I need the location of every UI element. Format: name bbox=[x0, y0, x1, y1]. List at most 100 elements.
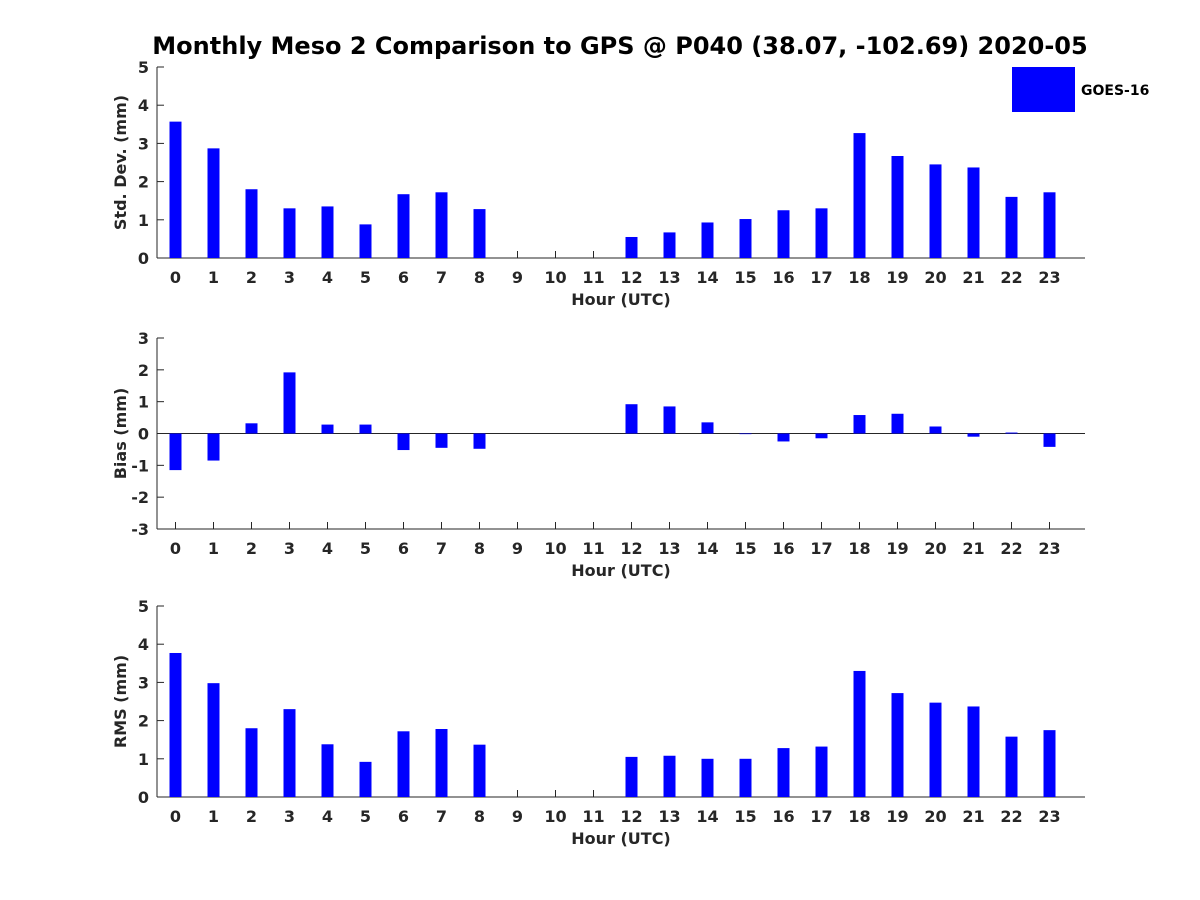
std-dev-bar-hour-12 bbox=[625, 236, 638, 258]
rms-bar-hour-0 bbox=[169, 652, 182, 797]
std-dev-x-tick-label: 15 bbox=[734, 268, 756, 287]
rms-bar-hour-1 bbox=[207, 683, 220, 797]
rms-x-tick-label: 12 bbox=[620, 807, 642, 826]
bias-bar-hour-23 bbox=[1043, 433, 1056, 447]
rms-bar-hour-7 bbox=[435, 729, 448, 797]
rms-x-tick-label: 16 bbox=[772, 807, 794, 826]
rms-x-tick-label: 21 bbox=[962, 807, 984, 826]
rms-x-tick-label: 17 bbox=[810, 807, 832, 826]
std-dev-bar-hour-13 bbox=[663, 232, 676, 258]
std-dev-x-tick-label: 3 bbox=[284, 268, 295, 287]
bias-bar-hour-7 bbox=[435, 433, 448, 448]
legend-swatch bbox=[1012, 67, 1075, 112]
rms-x-tick-label: 22 bbox=[1000, 807, 1022, 826]
rms-y-tick-label: 3 bbox=[138, 673, 149, 692]
rms-bar-hour-14 bbox=[701, 758, 714, 797]
bias-bar-hour-8 bbox=[473, 433, 486, 449]
bias-bar-hour-20 bbox=[929, 426, 942, 434]
rms-x-tick-label: 23 bbox=[1038, 807, 1060, 826]
bias-x-tick-label: 8 bbox=[474, 539, 485, 558]
bias-x-tick-label: 0 bbox=[170, 539, 181, 558]
rms-x-tick-label: 8 bbox=[474, 807, 485, 826]
rms-bar-hour-5 bbox=[359, 761, 372, 797]
std-dev-bar-hour-19 bbox=[891, 156, 904, 258]
std-dev-x-tick-label: 2 bbox=[246, 268, 257, 287]
std-dev-x-tick-label: 8 bbox=[474, 268, 485, 287]
std-dev-bar-hour-18 bbox=[853, 133, 866, 258]
std-dev-y-tick-label: 2 bbox=[138, 173, 149, 192]
rms-x-tick-label: 1 bbox=[208, 807, 219, 826]
std-dev-x-tick-label: 14 bbox=[696, 268, 718, 287]
std-dev-bar-hour-16 bbox=[777, 210, 790, 258]
std-dev-x-tick-label: 20 bbox=[924, 268, 946, 287]
bias-x-tick-label: 7 bbox=[436, 539, 447, 558]
std-dev-x-tick-label: 13 bbox=[658, 268, 680, 287]
bias-bar-hour-15 bbox=[739, 433, 752, 435]
std-dev-x-tick-label: 6 bbox=[398, 268, 409, 287]
rms-bar-hour-16 bbox=[777, 748, 790, 797]
bias-y-tick-label: -2 bbox=[131, 488, 149, 507]
rms-x-tick-label: 18 bbox=[848, 807, 870, 826]
bias-x-tick-label: 6 bbox=[398, 539, 409, 558]
bias-x-tick-label: 1 bbox=[208, 539, 219, 558]
bias-y-tick-label: -3 bbox=[131, 520, 149, 539]
bias-x-tick-label: 19 bbox=[886, 539, 908, 558]
std-dev-x-tick-label: 5 bbox=[360, 268, 371, 287]
legend-label: GOES-16 bbox=[1081, 83, 1149, 99]
bias-bar-hour-4 bbox=[321, 424, 334, 434]
bias-x-tick-label: 20 bbox=[924, 539, 946, 558]
rms-x-tick-label: 5 bbox=[360, 807, 371, 826]
std-dev-x-tick-label: 17 bbox=[810, 268, 832, 287]
std-dev-bar-hour-22 bbox=[1005, 196, 1018, 258]
bias-x-tick-label: 5 bbox=[360, 539, 371, 558]
bias-y-tick-label: 0 bbox=[138, 425, 149, 444]
rms-bar-hour-20 bbox=[929, 702, 942, 797]
std-dev-bar-hour-23 bbox=[1043, 192, 1056, 258]
bias-x-tick-label: 15 bbox=[734, 539, 756, 558]
bias-x-tick-label: 3 bbox=[284, 539, 295, 558]
rms-x-tick-label: 14 bbox=[696, 807, 718, 826]
std-dev-x-tick-label: 9 bbox=[512, 268, 523, 287]
rms-x-tick-label: 19 bbox=[886, 807, 908, 826]
std-dev-bar-hour-15 bbox=[739, 219, 752, 258]
bias-x-tick-label: 12 bbox=[620, 539, 642, 558]
rms-bar-hour-15 bbox=[739, 758, 752, 797]
rms-bar-hour-3 bbox=[283, 709, 296, 797]
std-dev-x-tick-label: 23 bbox=[1038, 268, 1060, 287]
bias-x-tick-label: 18 bbox=[848, 539, 870, 558]
bias-bar-hour-22 bbox=[1005, 432, 1018, 434]
rms-y-tick-label: 2 bbox=[138, 712, 149, 731]
std-dev-bar-hour-4 bbox=[321, 206, 334, 258]
bias-x-tick-label: 9 bbox=[512, 539, 523, 558]
bias-bar-hour-13 bbox=[663, 406, 676, 434]
rms-y-label: RMS (mm) bbox=[111, 655, 130, 748]
chart-title: Monthly Meso 2 Comparison to GPS @ P040 … bbox=[152, 32, 1087, 60]
bias-bar-hour-19 bbox=[891, 413, 904, 434]
std-dev-x-tick-label: 10 bbox=[544, 268, 566, 287]
rms-bar-hour-8 bbox=[473, 744, 486, 797]
bias-bar-hour-6 bbox=[397, 433, 410, 451]
legend: GOES-16 bbox=[1012, 67, 1149, 112]
std-dev-y-label: Std. Dev. (mm) bbox=[111, 95, 130, 230]
rms-y-tick-label: 4 bbox=[138, 635, 149, 654]
std-dev-bar-hour-1 bbox=[207, 148, 220, 258]
rms-bar-hour-18 bbox=[853, 670, 866, 797]
std-dev-bar-hour-3 bbox=[283, 208, 296, 258]
bias-bar-hour-18 bbox=[853, 415, 866, 434]
bias-bar-hour-14 bbox=[701, 422, 714, 434]
bias-bar-hour-12 bbox=[625, 404, 638, 434]
bias-x-tick-label: 10 bbox=[544, 539, 566, 558]
bias-x-tick-label: 2 bbox=[246, 539, 257, 558]
bias-y-tick-label: -1 bbox=[131, 456, 149, 475]
std-dev-x-tick-label: 16 bbox=[772, 268, 794, 287]
bias-bar-hour-21 bbox=[967, 433, 980, 437]
bias-x-tick-label: 23 bbox=[1038, 539, 1060, 558]
rms-bar-hour-6 bbox=[397, 731, 410, 797]
rms-bar-hour-2 bbox=[245, 728, 258, 797]
bias-x-tick-label: 17 bbox=[810, 539, 832, 558]
std-dev-y-tick-label: 5 bbox=[138, 58, 149, 77]
rms-x-tick-label: 9 bbox=[512, 807, 523, 826]
rms-bar-hour-19 bbox=[891, 693, 904, 797]
